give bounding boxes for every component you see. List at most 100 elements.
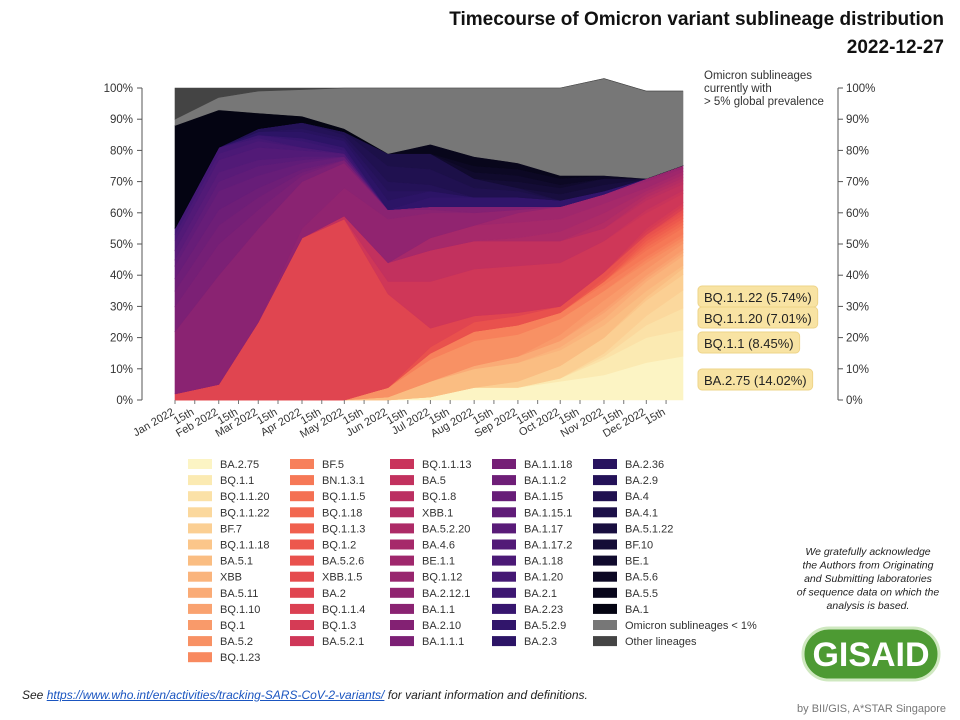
legend-swatch bbox=[492, 539, 516, 550]
legend-swatch bbox=[492, 555, 516, 566]
legend-swatch bbox=[188, 620, 212, 630]
legend-label: BQ.1.1 bbox=[220, 475, 254, 487]
legend-label: BA.5.2.1 bbox=[322, 636, 364, 648]
legend-swatch bbox=[390, 620, 414, 630]
legend-swatch bbox=[390, 539, 414, 550]
legend-swatch bbox=[390, 491, 414, 502]
legend-swatch bbox=[290, 587, 314, 598]
legend-label: BN.1.3.1 bbox=[322, 475, 365, 487]
legend-label: BQ.1.1.3 bbox=[322, 523, 365, 535]
legend-swatch bbox=[390, 636, 414, 647]
y2-tick-label: 70% bbox=[846, 177, 869, 189]
legend-label: BA.2.36 bbox=[625, 459, 664, 471]
legend-swatch bbox=[188, 507, 212, 518]
legend-label: BQ.1.8 bbox=[422, 491, 456, 503]
legend-label: BA.1.17.2 bbox=[524, 540, 572, 552]
legend-swatch bbox=[492, 475, 516, 486]
legend-label: BA.4.1 bbox=[625, 507, 658, 519]
legend-swatch bbox=[390, 587, 414, 598]
chart-subtitle: 2022-12-27 bbox=[847, 37, 944, 58]
legend-label: BQ.1.1.20 bbox=[220, 491, 270, 503]
legend-label: BF.5 bbox=[322, 459, 344, 471]
legend-label: BA.5.11 bbox=[220, 588, 258, 600]
legend-swatch bbox=[188, 539, 212, 550]
legend-label: BA.1.1.1 bbox=[422, 636, 464, 648]
y2-tick-label: 100% bbox=[846, 83, 875, 95]
x-tick-label: 15th bbox=[643, 406, 668, 427]
legend-label: BA.2.10 bbox=[422, 620, 461, 632]
y2-tick-label: 50% bbox=[846, 239, 869, 251]
legend-swatch bbox=[188, 523, 212, 534]
legend-swatch bbox=[290, 555, 314, 566]
callout: BQ.1.1 (8.45%) bbox=[697, 331, 801, 354]
legend-label: XBB bbox=[220, 572, 242, 584]
y-tick-label: 100% bbox=[104, 83, 133, 95]
logo-text: GISAID bbox=[812, 636, 929, 674]
legend-label: BA.5.2 bbox=[220, 636, 253, 648]
legend-swatch bbox=[290, 539, 314, 550]
legend-swatch bbox=[390, 523, 414, 534]
legend-label: BA.1.18 bbox=[524, 556, 563, 568]
area bbox=[174, 78, 683, 120]
callout: BQ.1.1.22 (5.74%) bbox=[697, 285, 819, 308]
y2-tick-label: 10% bbox=[846, 364, 869, 376]
legend-swatch bbox=[492, 587, 516, 598]
legend-swatch bbox=[593, 475, 617, 486]
acknowledgement: of sequence data on which the bbox=[797, 587, 940, 599]
y-tick-label: 30% bbox=[110, 301, 133, 313]
note: > 5% global prevalence bbox=[704, 96, 824, 108]
legend-swatch bbox=[390, 459, 414, 469]
callout-label: BA.2.75 (14.02%) bbox=[704, 373, 807, 388]
y2-tick-label: 30% bbox=[846, 301, 869, 313]
y-tick-label: 50% bbox=[110, 239, 133, 251]
legend-label: BQ.1.3 bbox=[322, 620, 356, 632]
legend-label: BE.1 bbox=[625, 556, 649, 568]
legend-swatch bbox=[390, 603, 414, 614]
chart-title: Timecourse of Omicron variant sublineage… bbox=[449, 9, 944, 30]
credit: by BII/GIS, A*STAR Singapore bbox=[797, 703, 946, 715]
legend-swatch bbox=[492, 507, 516, 518]
legend-swatch bbox=[593, 571, 617, 582]
legend-label: BQ.1.1.5 bbox=[322, 491, 365, 503]
legend-label: BA.1.1.2 bbox=[524, 475, 566, 487]
legend-label: BA.1.20 bbox=[524, 572, 563, 584]
legend-swatch bbox=[593, 507, 617, 518]
y2-tick-label: 0% bbox=[846, 395, 863, 407]
legend-label: BQ.1.1.13 bbox=[422, 459, 472, 471]
legend-swatch bbox=[188, 571, 212, 582]
legend-label: BQ.1.12 bbox=[422, 572, 462, 584]
legend-swatch bbox=[188, 652, 212, 663]
callout-label: BQ.1.1.22 (5.74%) bbox=[704, 290, 812, 305]
legend-swatch bbox=[492, 491, 516, 502]
logo-badge bbox=[801, 626, 941, 682]
legend-label: BA.1.1.18 bbox=[524, 459, 572, 471]
y-tick-label: 0% bbox=[116, 395, 133, 407]
legend-label: BA.1.17 bbox=[524, 523, 563, 535]
legend-swatch bbox=[492, 603, 516, 614]
legend-label: BA.2.75 bbox=[220, 459, 259, 471]
legend-label: BA.1.1 bbox=[422, 604, 455, 616]
legend-swatch bbox=[290, 523, 314, 534]
legend-label: BQ.1.1.18 bbox=[220, 540, 270, 552]
callout: BA.2.75 (14.02%) bbox=[697, 368, 814, 391]
footer-link[interactable]: https://www.who.int/en/activities/tracki… bbox=[46, 688, 385, 702]
legend-label: BQ.1.1.4 bbox=[322, 604, 365, 616]
legend-swatch bbox=[492, 636, 516, 647]
legend-label: XBB.1.5 bbox=[322, 572, 362, 584]
legend-label: BA.5.2.9 bbox=[524, 620, 566, 632]
legend-label: BA.5 bbox=[422, 475, 446, 487]
legend-label: BQ.1.18 bbox=[322, 507, 362, 519]
legend-label: BA.2.3 bbox=[524, 636, 557, 648]
y2-tick-label: 80% bbox=[846, 145, 869, 157]
legend-label: BA.1 bbox=[625, 604, 649, 616]
legend-label: BA.2.1 bbox=[524, 588, 557, 600]
legend-label: BA.5.5 bbox=[625, 588, 658, 600]
legend-swatch bbox=[290, 620, 314, 630]
legend-label: BA.2.23 bbox=[524, 604, 563, 616]
y2-tick-label: 20% bbox=[846, 333, 869, 345]
y2-tick-label: 40% bbox=[846, 270, 869, 282]
legend-swatch bbox=[593, 587, 617, 598]
footer: See https://www.who.int/en/activities/tr… bbox=[22, 688, 588, 702]
